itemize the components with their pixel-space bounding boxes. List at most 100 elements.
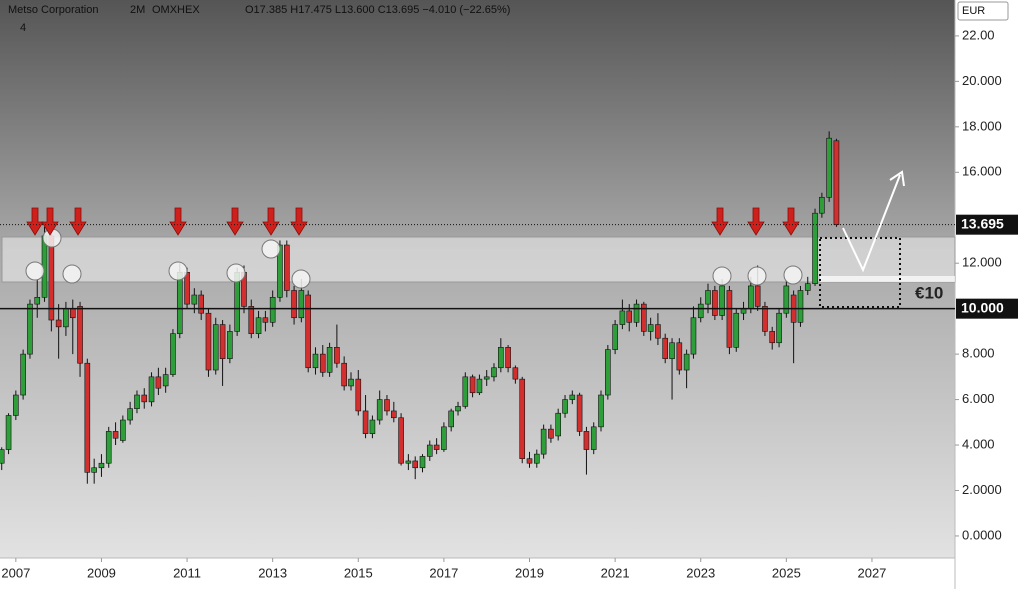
x-tick-label: 2019 [515, 565, 544, 580]
candle-body [191, 294, 198, 305]
currency-box[interactable] [957, 1, 1009, 21]
candle-body [641, 303, 647, 332]
x-tick-label: 2021 [601, 565, 630, 580]
touch-marker [291, 269, 311, 289]
candle-body [120, 419, 126, 441]
candle-body [105, 431, 112, 464]
candle-body [219, 324, 226, 359]
price-axis [955, 0, 1024, 589]
red-arrow [782, 207, 800, 236]
candle-body [55, 319, 62, 328]
x-tick-label: 2011 [173, 565, 201, 580]
candle-body [769, 331, 776, 344]
candle-body [612, 324, 618, 350]
candle-body [455, 406, 461, 412]
candle-body [419, 456, 426, 469]
y-tick-label: 20.000 [962, 73, 1002, 88]
y-tick-label: 0.0000 [962, 527, 1002, 542]
x-tick-label: 2009 [87, 565, 116, 580]
candle-body [312, 353, 319, 369]
candle-body [141, 394, 148, 403]
candle-body [833, 140, 840, 225]
candle-body [812, 212, 818, 284]
price-label-box [956, 298, 1018, 319]
candle-body [633, 303, 640, 323]
candle-body [305, 294, 312, 369]
candle-body [583, 431, 590, 450]
y-tick-label: 22.00 [962, 27, 995, 42]
candle-body [127, 408, 133, 421]
candle-body [34, 296, 41, 305]
candle-body [797, 290, 804, 323]
candle-body [341, 362, 347, 387]
candle-body [676, 342, 683, 371]
candle-body [548, 428, 554, 439]
x-tick-label: 2023 [686, 565, 715, 580]
red-arrow [169, 207, 187, 236]
x-tick-label: 2027 [857, 565, 886, 580]
candle-body [683, 353, 690, 371]
candle-body [63, 308, 69, 328]
red-arrow [747, 207, 765, 236]
resistance-zone [1, 236, 956, 283]
candle-body [662, 337, 669, 359]
candle-body [441, 426, 447, 450]
touch-marker [226, 263, 246, 283]
red-arrow [41, 207, 59, 236]
candle-body [176, 271, 183, 334]
candle-body [348, 378, 354, 387]
candle-body [77, 306, 83, 364]
candle-body [433, 444, 440, 450]
annotations [25, 170, 955, 308]
y-tick-label: 2.0000 [962, 482, 1002, 497]
candle-body [626, 310, 633, 323]
candle-body [5, 415, 12, 450]
candle-body [598, 394, 604, 428]
candle-body [733, 312, 740, 348]
annotation: €10 [915, 283, 943, 302]
candle-body [754, 285, 761, 307]
x-tick-label: 2017 [429, 565, 458, 580]
candle-body [619, 310, 626, 325]
candle-body [690, 317, 697, 355]
candle-body [483, 376, 490, 380]
candle-body [205, 312, 212, 371]
candle-body [562, 399, 568, 414]
candle-body [491, 367, 497, 378]
candle-body [426, 444, 433, 457]
candle-body [519, 378, 526, 459]
candle-body [326, 347, 333, 373]
candle-body [277, 244, 283, 298]
candle-body [212, 324, 219, 371]
candle-body [705, 290, 711, 305]
candle-body [712, 290, 718, 316]
candle-body [69, 308, 76, 319]
candle-body [355, 378, 362, 412]
price-label: 13.695 [961, 215, 1004, 231]
candle-body [155, 376, 162, 389]
y-tick-label: 12.000 [962, 255, 1002, 270]
candle-body [505, 347, 511, 369]
candle-body [776, 312, 782, 344]
candle-body [376, 399, 383, 421]
candle-body [405, 460, 412, 464]
candle-body [819, 196, 825, 214]
ohlc-label: O17.385 H17.475 L13.600 C13.695 −4.010 (… [245, 4, 510, 16]
candle-body [804, 283, 811, 291]
candle-body [605, 349, 611, 396]
candle-body [569, 394, 576, 400]
x-tick-label: 2007 [1, 565, 30, 580]
candle-body [369, 419, 376, 434]
red-arrow [262, 207, 280, 236]
currency[interactable]: EUR [962, 5, 985, 17]
candle-body [697, 303, 704, 319]
x-tick-label: 2025 [772, 565, 801, 580]
candle-body [148, 376, 155, 403]
candle-body [262, 317, 269, 323]
symbol: Metso Corporation [8, 4, 99, 16]
price-label: 10.000 [961, 299, 1004, 315]
touch-marker [25, 261, 45, 281]
x-tick-label: 2013 [258, 565, 287, 580]
